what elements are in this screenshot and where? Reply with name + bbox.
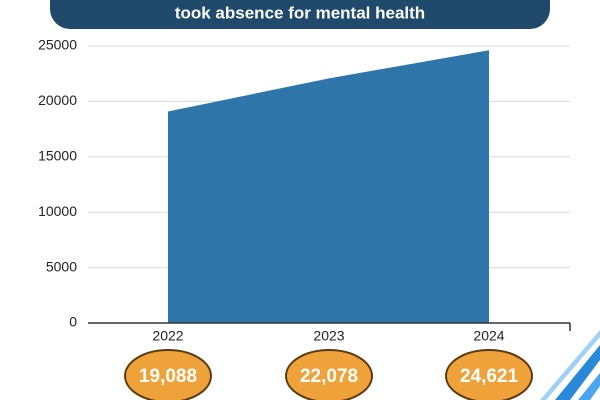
title-banner bbox=[50, 0, 550, 29]
y-tick-label: 20000 bbox=[38, 92, 77, 108]
y-tick-label: 0 bbox=[69, 314, 77, 330]
value-badge bbox=[124, 349, 212, 400]
x-tick-label: 2023 bbox=[313, 328, 344, 344]
value-label: 22,078 bbox=[300, 366, 358, 387]
y-tick-label: 10000 bbox=[38, 203, 77, 219]
value-badge bbox=[285, 349, 373, 400]
x-tick-label: 2022 bbox=[152, 328, 183, 344]
value-label: 24,621 bbox=[460, 366, 519, 387]
value-label: 19,088 bbox=[139, 366, 197, 387]
y-tick-label: 15000 bbox=[38, 148, 77, 164]
value-badge bbox=[445, 349, 533, 400]
y-tick-label: 25000 bbox=[38, 37, 77, 53]
chart-title: took absence for mental health bbox=[175, 3, 425, 22]
x-tick-label: 2024 bbox=[473, 328, 504, 344]
area bbox=[168, 50, 489, 324]
y-tick-label: 5000 bbox=[46, 258, 77, 274]
corner-decoration bbox=[540, 330, 600, 400]
